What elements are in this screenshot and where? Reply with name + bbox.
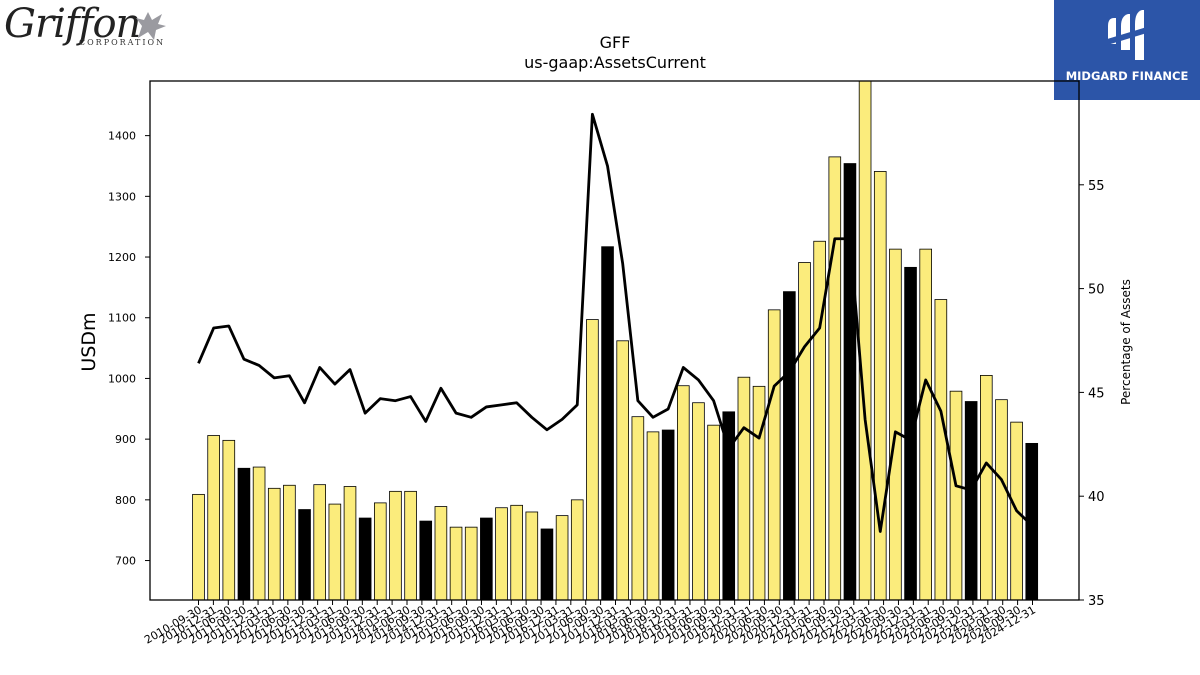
bar bbox=[661, 429, 675, 601]
bar bbox=[464, 526, 478, 601]
bar bbox=[540, 528, 554, 601]
bar bbox=[389, 490, 402, 601]
y2-tick-label: 50 bbox=[1088, 283, 1105, 298]
bar bbox=[616, 340, 629, 601]
y-tick-label: 1100 bbox=[108, 312, 136, 325]
bar-series bbox=[192, 80, 1039, 601]
bar bbox=[677, 385, 690, 601]
bar bbox=[783, 291, 796, 601]
bar bbox=[813, 240, 826, 601]
bar bbox=[752, 385, 766, 601]
y-tick-label: 1200 bbox=[108, 251, 136, 264]
bar bbox=[964, 401, 978, 601]
bar bbox=[980, 374, 993, 601]
bar bbox=[858, 80, 872, 601]
bar bbox=[373, 502, 387, 601]
y-tick-label: 1300 bbox=[108, 190, 136, 203]
bar bbox=[495, 507, 508, 601]
bar bbox=[252, 466, 266, 601]
bar bbox=[631, 416, 645, 601]
bar bbox=[328, 503, 342, 601]
griffon-logo: Griffon CORPORATION bbox=[4, 2, 174, 50]
bar bbox=[343, 486, 357, 601]
bar bbox=[555, 515, 569, 601]
bar bbox=[707, 424, 720, 601]
bar bbox=[525, 511, 539, 601]
bar bbox=[434, 506, 448, 601]
bar bbox=[843, 163, 857, 601]
bar bbox=[298, 509, 311, 601]
y2-tick-label: 35 bbox=[1088, 594, 1105, 609]
bar bbox=[904, 266, 917, 601]
bar bbox=[192, 493, 205, 601]
y2-tick-label: 55 bbox=[1088, 179, 1105, 194]
y-tick-label: 700 bbox=[115, 555, 136, 568]
bar bbox=[404, 490, 417, 601]
bar bbox=[646, 431, 660, 601]
bar bbox=[313, 484, 326, 601]
y-tick-label: 900 bbox=[115, 433, 136, 446]
griffon-logo-wordmark: Griffon bbox=[4, 1, 141, 47]
bar bbox=[919, 248, 932, 601]
bar bbox=[692, 402, 705, 601]
bar bbox=[873, 171, 887, 601]
plot-frame bbox=[149, 80, 1080, 601]
y-axis-label: USDm bbox=[78, 312, 100, 371]
bar bbox=[798, 262, 811, 601]
bar bbox=[267, 487, 281, 601]
bar bbox=[586, 319, 599, 601]
bar bbox=[510, 504, 523, 601]
bar bbox=[222, 439, 236, 601]
axes: 7008009001000110012001300140035404550552… bbox=[108, 80, 1105, 647]
bar bbox=[207, 435, 220, 601]
y2-tick-label: 45 bbox=[1088, 386, 1105, 401]
bar bbox=[419, 520, 433, 601]
bar bbox=[570, 499, 584, 601]
griffin-icon bbox=[136, 12, 166, 40]
bar bbox=[283, 484, 296, 601]
bar bbox=[767, 309, 781, 601]
bar bbox=[949, 390, 963, 601]
bar bbox=[828, 156, 842, 601]
bar bbox=[601, 246, 614, 601]
chart-title: GFF bbox=[600, 33, 631, 52]
bar bbox=[995, 399, 1008, 601]
griffon-logo-subtitle: CORPORATION bbox=[79, 38, 166, 47]
midgard-finance-logo: MIDGARD FINANCE bbox=[1054, 0, 1200, 100]
y2-tick-label: 40 bbox=[1088, 490, 1105, 505]
bar bbox=[737, 376, 751, 601]
bar bbox=[358, 517, 372, 601]
midgard-logo-text: MIDGARD FINANCE bbox=[1065, 69, 1189, 83]
percentage-line bbox=[197, 112, 1033, 533]
line-series bbox=[197, 112, 1033, 533]
bar bbox=[889, 248, 902, 601]
y-tick-label: 1000 bbox=[108, 372, 136, 385]
bar bbox=[237, 467, 251, 601]
y-tick-label: 800 bbox=[115, 494, 136, 507]
y-tick-label: 1400 bbox=[108, 130, 136, 143]
y2-axis-label: Percentage of Assets bbox=[1119, 279, 1133, 405]
midgard-logo-icon bbox=[1104, 10, 1150, 60]
bar bbox=[934, 299, 948, 601]
bar bbox=[449, 526, 463, 601]
chart-subtitle: us-gaap:AssetsCurrent bbox=[524, 53, 706, 72]
bar bbox=[480, 517, 493, 601]
